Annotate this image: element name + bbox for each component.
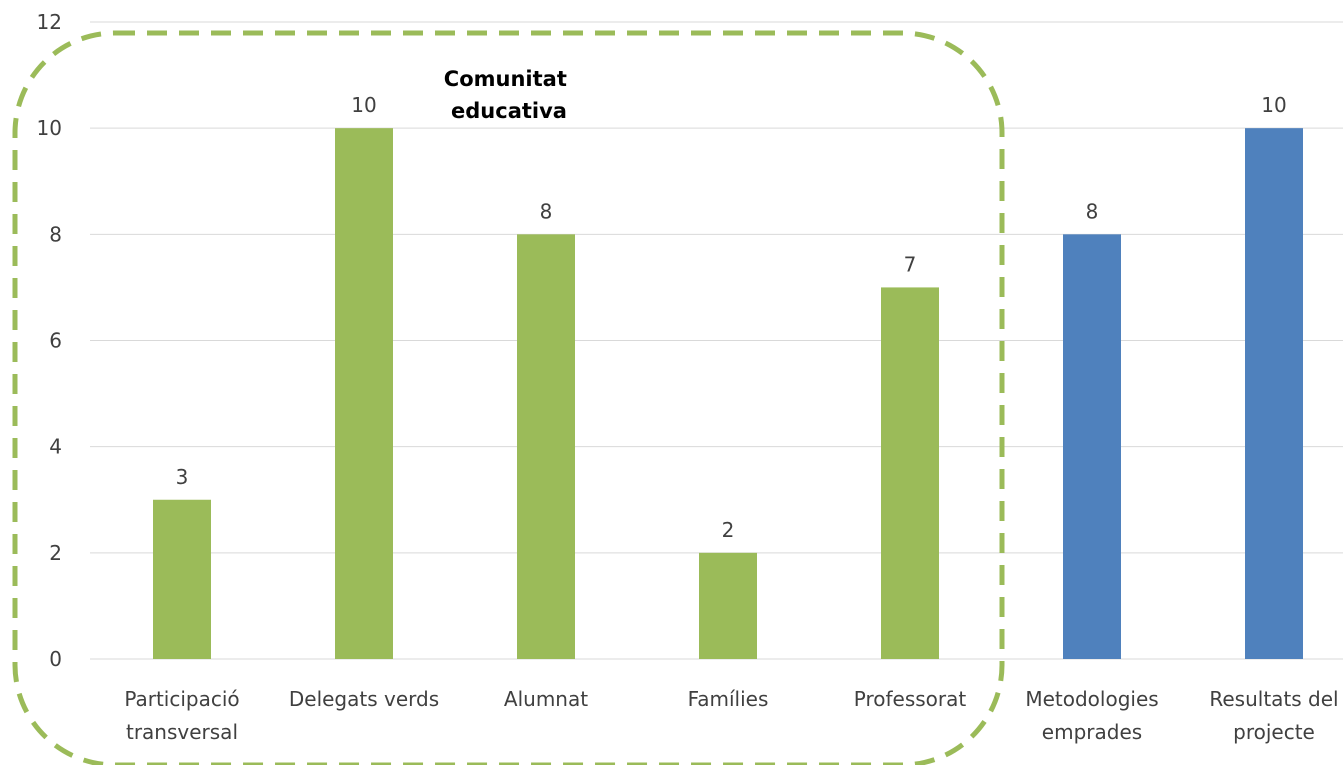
bar	[1063, 234, 1121, 660]
x-category-label-line: transversal	[126, 720, 238, 744]
group-annotation: Comunitat educativa	[444, 67, 574, 123]
x-category-label: Resultats del projecte	[1209, 687, 1338, 744]
y-tick-label: 8	[49, 222, 62, 246]
x-category-label-line: Participació	[124, 687, 239, 711]
data-labels: 3 10 8 2 7 8 10	[176, 93, 1287, 542]
data-label: 10	[351, 93, 376, 117]
y-tick-label: 12	[37, 10, 62, 34]
x-category-label-line: Metodologies	[1025, 687, 1158, 711]
y-tick-label: 2	[49, 541, 62, 565]
x-category-label: Metodologies emprades	[1025, 687, 1158, 744]
x-category-label-line: projecte	[1233, 720, 1315, 744]
bar	[881, 287, 939, 659]
bar	[153, 499, 211, 659]
x-category-label-line: Famílies	[688, 687, 769, 711]
group-annotation-line-2: educativa	[451, 99, 567, 123]
x-category-label-line: Alumnat	[504, 687, 588, 711]
bar	[699, 552, 757, 659]
x-category-label: Participació transversal	[124, 687, 239, 744]
community-group-box	[12, 30, 1005, 765]
x-category-label-line: Delegats verds	[289, 687, 439, 711]
group-annotation-line-1: Comunitat	[444, 67, 567, 91]
bar	[1245, 128, 1303, 659]
x-category-label-line: Resultats del	[1209, 687, 1338, 711]
data-label: 2	[722, 518, 735, 542]
data-label: 8	[540, 199, 553, 223]
y-axis-ticks: 0 2 4 6 8 10 12	[37, 10, 62, 671]
bars	[153, 128, 1303, 660]
x-category-label-line: emprades	[1042, 720, 1142, 744]
data-label: 7	[904, 252, 917, 276]
data-label: 3	[176, 465, 189, 489]
y-tick-label: 4	[49, 435, 62, 459]
data-label: 8	[1086, 199, 1099, 223]
gridlines	[90, 21, 1343, 660]
x-category-label: Famílies	[688, 687, 769, 711]
x-category-label: Delegats verds	[289, 687, 439, 711]
x-category-label: Alumnat	[504, 687, 588, 711]
y-tick-label: 10	[37, 116, 62, 140]
y-tick-label: 0	[49, 647, 62, 671]
data-label: 10	[1261, 93, 1286, 117]
x-category-label-line: Professorat	[854, 687, 967, 711]
bar	[517, 234, 575, 660]
bar	[335, 128, 393, 659]
y-tick-label: 6	[49, 329, 62, 353]
x-category-label: Professorat	[854, 687, 967, 711]
x-axis-categories: Participació transversal Delegats verds Alu…	[124, 687, 1338, 744]
